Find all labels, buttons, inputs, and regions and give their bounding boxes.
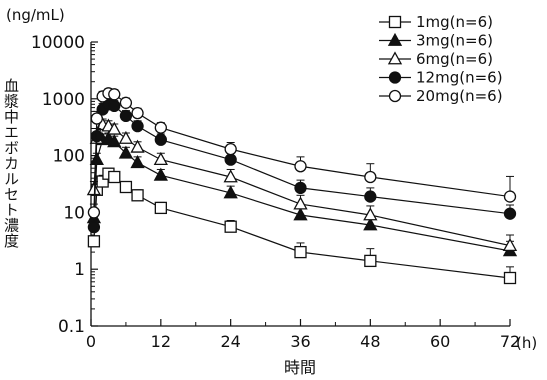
y-tick-label: 10 — [63, 203, 85, 223]
series-layer — [86, 87, 518, 285]
data-point — [364, 190, 377, 203]
legend-label: 6mg(n=6) — [416, 50, 493, 68]
data-point — [224, 153, 237, 166]
data-point — [119, 180, 133, 194]
y-tick-label: 100 — [53, 147, 85, 167]
series-6mg(n=6) — [86, 117, 518, 252]
x-axis-label: 時間 — [284, 358, 316, 377]
data-point — [224, 220, 237, 233]
data-point — [118, 130, 134, 144]
legend-label: 20mg(n=6) — [416, 87, 503, 105]
x-tick-label: 36 — [290, 332, 310, 351]
data-point — [119, 96, 133, 109]
legend-item: 3mg(n=6) — [379, 32, 493, 50]
series-line — [93, 92, 511, 213]
data-point — [89, 151, 104, 166]
data-point — [223, 169, 238, 183]
legend-item: 6mg(n=6) — [379, 50, 493, 68]
legend-label: 1mg(n=6) — [416, 13, 493, 31]
data-point — [153, 151, 168, 166]
data-point — [503, 190, 517, 203]
data-point — [87, 220, 101, 234]
data-point — [363, 217, 378, 231]
legend-marker — [388, 89, 402, 103]
data-point — [131, 119, 144, 133]
y-tick-label: 0.1 — [58, 317, 85, 337]
series-line — [93, 137, 511, 252]
data-point — [364, 254, 377, 268]
data-point — [108, 170, 121, 184]
data-point — [154, 133, 167, 146]
data-point — [223, 185, 238, 199]
x-tick-label: 72 — [500, 332, 520, 351]
legend-marker — [387, 51, 403, 65]
legend-item: 12mg(n=6) — [379, 69, 503, 87]
series-3mg(n=6) — [86, 130, 518, 257]
y-tick-label: 1 — [74, 260, 85, 280]
data-point — [108, 99, 121, 113]
data-point — [153, 167, 168, 181]
data-point — [293, 207, 308, 221]
legend-label: 3mg(n=6) — [416, 32, 493, 50]
x-axis-unit: (h) — [516, 334, 537, 352]
y-tick-label: 10000 — [31, 33, 85, 53]
data-point — [130, 155, 145, 169]
legend-marker — [387, 32, 403, 46]
data-point — [87, 235, 101, 248]
x-tick-label: 0 — [86, 332, 96, 351]
legend-label: 12mg(n=6) — [416, 69, 503, 87]
data-point — [107, 134, 122, 148]
data-point — [118, 145, 134, 159]
legend: 1mg(n=6)3mg(n=6)6mg(n=6)12mg(n=6)20mg(n=… — [379, 13, 503, 105]
series-1mg(n=6) — [87, 167, 517, 285]
data-point — [294, 181, 307, 195]
legend-item: 20mg(n=6) — [379, 87, 503, 105]
data-point — [90, 112, 103, 125]
data-point — [364, 170, 377, 184]
series-20mg(n=6) — [87, 87, 517, 219]
legend-item: 1mg(n=6) — [379, 13, 493, 31]
x-tick-label: 24 — [220, 332, 240, 351]
x-tick-label: 12 — [151, 332, 171, 351]
data-point — [363, 207, 378, 221]
data-point — [224, 142, 237, 156]
y-axis-unit: (ng/mL) — [6, 6, 65, 24]
data-point — [503, 271, 517, 285]
tick-labels: 0.1 1 10 100 1000 10000 0 12 24 36 48 60 72 — [31, 33, 520, 351]
data-point — [154, 201, 167, 215]
data-point — [131, 189, 144, 202]
data-point — [502, 237, 518, 252]
x-tick-label: 60 — [430, 332, 450, 351]
y-axis-label: 血漿中エボカルセト濃度 — [2, 78, 20, 249]
data-point — [87, 206, 101, 219]
data-point — [108, 88, 121, 101]
x-tick-label: 48 — [360, 332, 380, 351]
data-point — [294, 160, 307, 173]
legend-marker — [388, 15, 402, 29]
data-point — [503, 207, 517, 220]
data-point — [154, 121, 167, 134]
data-point — [131, 106, 144, 120]
legend-marker — [388, 71, 402, 84]
data-point — [293, 196, 308, 210]
data-point — [294, 245, 307, 259]
data-point — [130, 139, 145, 153]
data-point — [107, 121, 122, 135]
data-point — [119, 109, 133, 123]
y-tick-label: 1000 — [42, 90, 85, 110]
